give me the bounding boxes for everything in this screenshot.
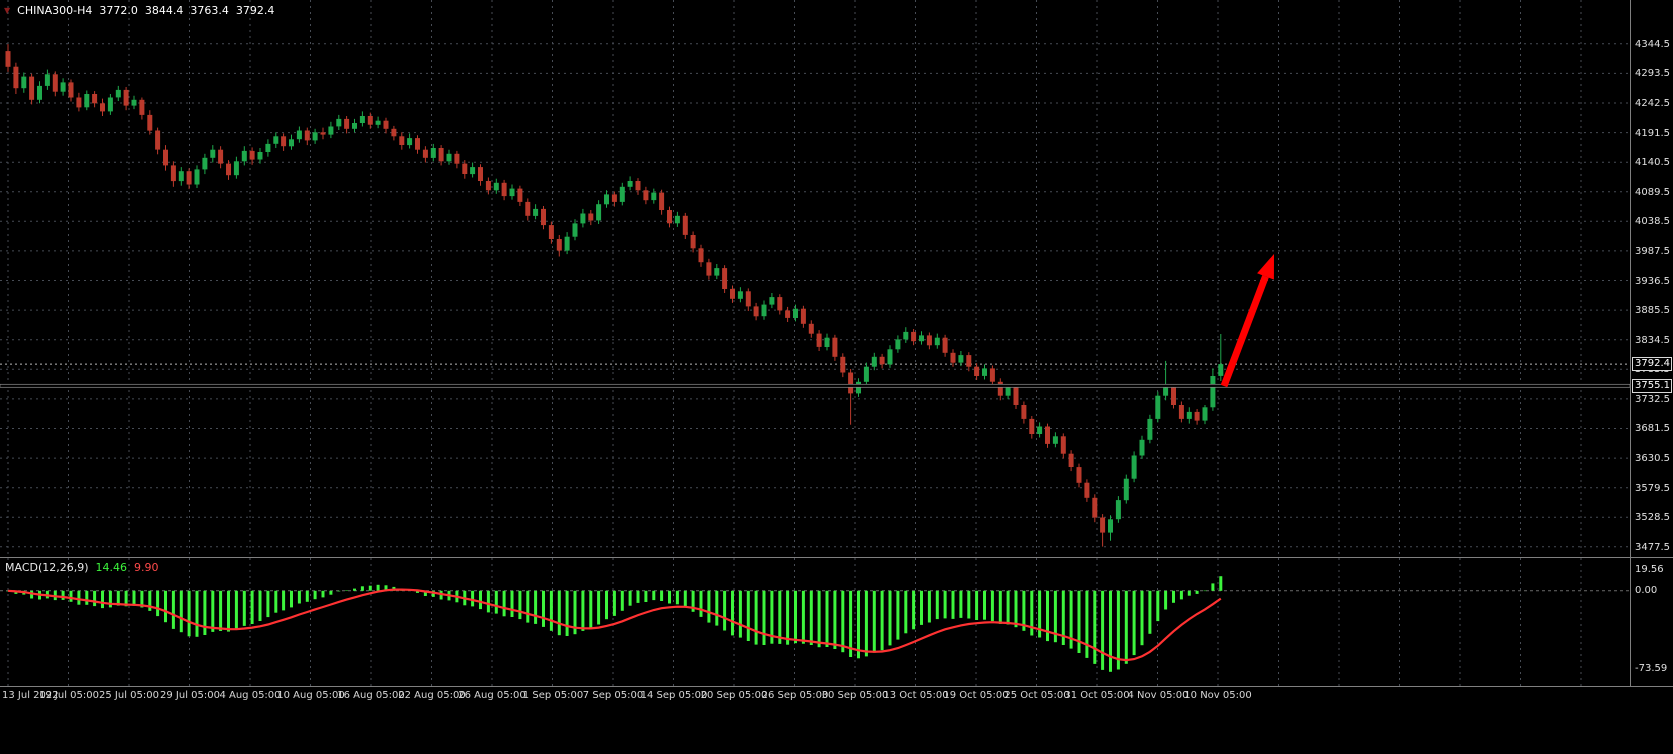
time-tick-label: 7 Sep 05:00: [582, 690, 644, 701]
macd-histogram: [6, 576, 1223, 672]
price-tick-label: 3987.5: [1635, 246, 1670, 257]
macd-tick-label: 19.56: [1635, 564, 1664, 575]
macd-indicator-surface[interactable]: [0, 558, 1630, 686]
time-tick-label: 13 Oct 05:00: [883, 690, 949, 701]
time-tick-label: 22 Aug 05:00: [398, 690, 466, 701]
time-tick-label: 13 Jul 2022: [2, 690, 59, 701]
price-tick-label: 4089.5: [1635, 187, 1670, 198]
price-tick-label: 3885.5: [1635, 305, 1670, 316]
macd-grid-layer: [0, 558, 1630, 686]
chart-ohlc-header: ▼ CHINA300-H4 3772.0 3844.4 3763.4 3792.…: [4, 4, 274, 17]
candles-layer: [5, 44, 1224, 547]
indicator-signal-value: 9.90: [134, 561, 159, 574]
time-tick-label: 10 Aug 05:00: [277, 690, 345, 701]
macd-tick-label: 0.00: [1635, 585, 1658, 596]
hline-price-badge: 3755.1: [1632, 379, 1672, 393]
symbol-dropdown-icon[interactable]: ▼: [4, 6, 11, 15]
main-chart-surface[interactable]: [0, 0, 1630, 557]
time-tick-label: 25 Oct 05:00: [1004, 690, 1070, 701]
time-tick-label: 19 Jul 05:00: [39, 690, 99, 701]
current-price-badge: 3792.4: [1632, 357, 1672, 371]
price-axis[interactable]: 3792.4 3755.1 4344.5 4293.5 4242.5 4191.5 41…: [1630, 0, 1673, 686]
price-tick-label: 4293.5: [1635, 68, 1670, 79]
high-value: 3844.4: [144, 4, 184, 17]
time-tick-label: 4 Nov 05:00: [1127, 690, 1189, 701]
time-tick-label: 19 Oct 05:00: [943, 690, 1009, 701]
price-tick-label: 4344.5: [1635, 39, 1670, 50]
price-tick-label: 3936.5: [1635, 276, 1670, 287]
symbol-label: CHINA300-H4: [17, 4, 93, 17]
time-tick-label: 1 Sep 05:00: [522, 690, 584, 701]
time-tick-label: 26 Aug 05:00: [458, 690, 526, 701]
time-axis[interactable]: 13 Jul 2022 19 Jul 05:00 25 Jul 05:00 29 Ju…: [0, 687, 1673, 703]
price-tick-label: 3681.5: [1635, 423, 1670, 434]
macd-signal-line: [7, 588, 1222, 662]
time-tick-label: 4 Aug 05:00: [219, 690, 281, 701]
price-tick-label: 4191.5: [1635, 128, 1670, 139]
close-value: 3792.4: [235, 4, 275, 17]
time-tick-label: 26 Sep 05:00: [761, 690, 829, 701]
indicator-name: MACD(12,26,9): [5, 561, 89, 574]
grid-layer: [0, 0, 1630, 557]
price-tick-label: 3834.5: [1635, 335, 1670, 346]
price-tick-label: 3630.5: [1635, 453, 1670, 464]
low-value: 3763.4: [190, 4, 229, 17]
indicator-label: MACD(12,26,9) 14.46 9.90: [5, 561, 159, 574]
open-value: 3772.0: [99, 4, 138, 17]
time-tick-label: 29 Jul 05:00: [160, 690, 220, 701]
price-tick-label: 4140.5: [1635, 157, 1670, 168]
indicator-main-value: 14.46: [95, 561, 128, 574]
price-tick-label: 4242.5: [1635, 98, 1670, 109]
time-tick-label: 31 Oct 05:00: [1064, 690, 1130, 701]
time-tick-label: 25 Jul 05:00: [99, 690, 159, 701]
time-tick-label: 14 Sep 05:00: [640, 690, 708, 701]
axis-divider: [0, 686, 1673, 687]
price-tick-label: 4038.5: [1635, 216, 1670, 227]
price-tick-label: 3477.5: [1635, 542, 1670, 553]
time-tick-label: 16 Aug 05:00: [337, 690, 405, 701]
macd-tick-label: -73.59: [1635, 663, 1668, 674]
trend-arrow-annotation[interactable]: [1220, 254, 1274, 388]
time-tick-label: 10 Nov 05:00: [1184, 690, 1252, 701]
support-hline[interactable]: [0, 383, 1630, 388]
panel-divider[interactable]: [0, 557, 1673, 558]
time-tick-label: 30 Sep 05:00: [821, 690, 889, 701]
price-tick-label: 3579.5: [1635, 483, 1670, 494]
price-tick-label: 3732.5: [1635, 394, 1670, 405]
time-tick-label: 20 Sep 05:00: [700, 690, 768, 701]
price-tick-label: 3528.5: [1635, 512, 1670, 523]
